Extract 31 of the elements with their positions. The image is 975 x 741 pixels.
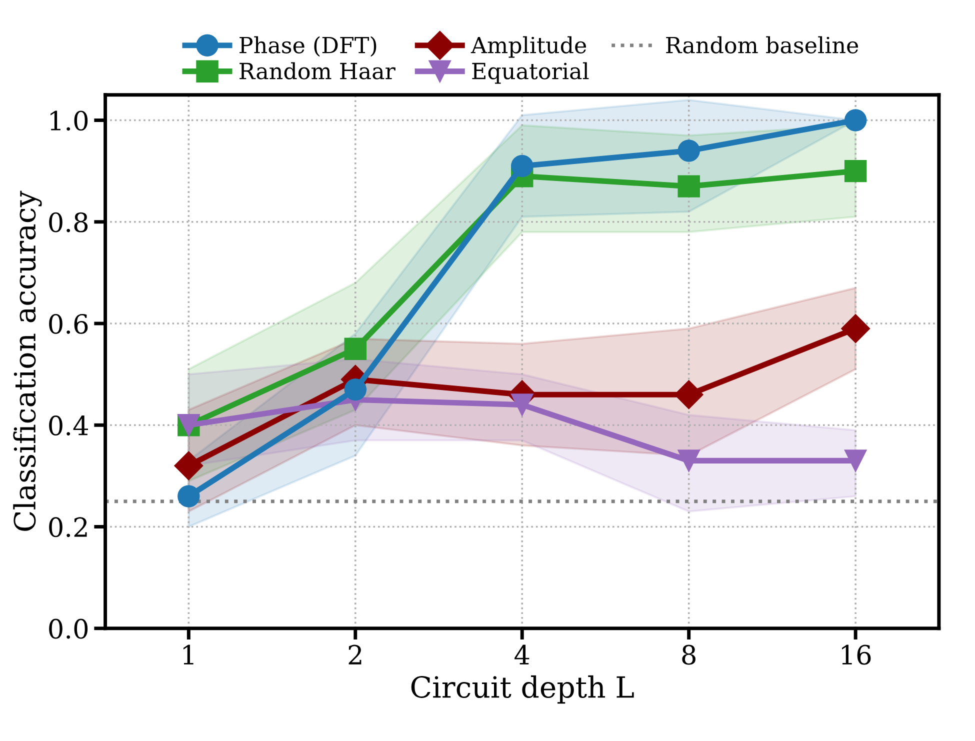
point [174, 451, 204, 480]
point [344, 378, 366, 401]
legend-label: Phase (DFT) [240, 36, 376, 57]
x-axis-title: Circuit depth L [411, 675, 634, 704]
point [678, 175, 700, 198]
x-tick-label: 16 [842, 644, 871, 665]
legend-label: Equatorial [472, 62, 589, 84]
y-tick-label: 0.4 [49, 416, 88, 436]
point [844, 450, 867, 472]
point [178, 485, 200, 508]
x-tick-label: 1 [183, 644, 194, 664]
x-tick-label: 8 [682, 644, 696, 665]
point [844, 109, 867, 132]
point [841, 314, 870, 344]
y-tick-label: 0.2 [49, 517, 87, 538]
point [344, 338, 366, 360]
y-tick-label: 0.6 [49, 314, 88, 334]
legend-label: Amplitude [470, 36, 586, 58]
x-tick-label: 4 [514, 644, 530, 664]
x-tick-label: 2 [348, 644, 362, 664]
y-tick-label: 0.0 [49, 618, 88, 639]
y-tick-label: 0.8 [49, 212, 88, 232]
point [511, 154, 534, 178]
point [678, 450, 700, 472]
legend-label: Random Haar [240, 62, 396, 80]
y-tick-label: 1.0 [50, 110, 88, 131]
legend-label: Random baseline [666, 36, 858, 54]
y-axis-title: Classification accuracy [13, 190, 42, 531]
point [844, 160, 867, 182]
point [511, 394, 534, 416]
point [678, 140, 700, 162]
